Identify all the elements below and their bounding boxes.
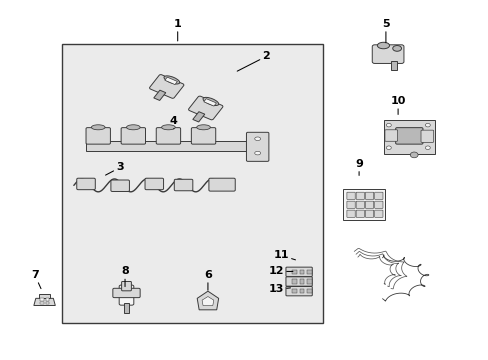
FancyBboxPatch shape (145, 178, 163, 190)
Bar (291, 279, 296, 284)
FancyBboxPatch shape (191, 128, 215, 144)
FancyBboxPatch shape (174, 179, 192, 191)
Bar (39, 294, 50, 298)
FancyBboxPatch shape (342, 189, 385, 220)
Polygon shape (197, 291, 218, 310)
Ellipse shape (203, 97, 218, 105)
Text: 12: 12 (268, 266, 292, 276)
Circle shape (386, 146, 390, 149)
Ellipse shape (377, 42, 389, 49)
Bar (40, 298, 43, 301)
FancyBboxPatch shape (371, 45, 403, 63)
FancyBboxPatch shape (355, 210, 364, 217)
Bar (307, 289, 312, 293)
FancyBboxPatch shape (346, 201, 354, 208)
FancyBboxPatch shape (374, 210, 382, 217)
FancyBboxPatch shape (420, 130, 433, 142)
Bar (45, 298, 49, 301)
FancyBboxPatch shape (365, 201, 373, 208)
FancyBboxPatch shape (365, 210, 373, 217)
Text: 1: 1 (173, 19, 181, 41)
FancyBboxPatch shape (383, 120, 434, 154)
FancyBboxPatch shape (346, 210, 354, 217)
FancyBboxPatch shape (285, 277, 312, 286)
Text: 3: 3 (105, 162, 124, 175)
FancyBboxPatch shape (208, 178, 235, 191)
Bar (291, 270, 296, 274)
Text: 8: 8 (121, 266, 129, 287)
Circle shape (425, 123, 429, 127)
FancyBboxPatch shape (149, 75, 183, 98)
Bar (40, 302, 43, 305)
Circle shape (425, 146, 429, 149)
FancyBboxPatch shape (77, 178, 95, 190)
Text: 6: 6 (203, 270, 211, 290)
FancyBboxPatch shape (121, 128, 145, 144)
FancyBboxPatch shape (384, 130, 397, 141)
Text: 13: 13 (268, 284, 290, 294)
Bar (291, 289, 296, 293)
FancyBboxPatch shape (355, 201, 364, 208)
Bar (45, 302, 49, 305)
Circle shape (386, 123, 390, 127)
Bar (307, 279, 312, 284)
Bar (61, 44, 322, 323)
Text: 2: 2 (237, 51, 270, 71)
Bar (192, 112, 204, 122)
Polygon shape (34, 298, 55, 306)
Ellipse shape (163, 76, 179, 84)
Bar (307, 270, 312, 274)
FancyBboxPatch shape (355, 192, 364, 199)
Polygon shape (202, 297, 213, 306)
FancyBboxPatch shape (188, 96, 223, 120)
Bar (390, 60, 396, 70)
Ellipse shape (392, 45, 401, 51)
Text: 4: 4 (169, 116, 177, 129)
Text: 10: 10 (389, 96, 405, 114)
Text: 9: 9 (354, 159, 362, 175)
FancyBboxPatch shape (122, 282, 131, 291)
FancyBboxPatch shape (285, 287, 312, 296)
FancyBboxPatch shape (365, 192, 373, 199)
Bar (299, 289, 304, 293)
Ellipse shape (91, 125, 105, 130)
Ellipse shape (254, 137, 260, 140)
FancyBboxPatch shape (374, 192, 382, 199)
FancyBboxPatch shape (86, 140, 246, 151)
FancyBboxPatch shape (246, 132, 268, 161)
FancyBboxPatch shape (113, 288, 140, 298)
FancyBboxPatch shape (395, 128, 422, 144)
FancyBboxPatch shape (156, 128, 180, 144)
Bar (153, 90, 165, 100)
Bar (123, 303, 129, 314)
FancyBboxPatch shape (111, 180, 129, 192)
Text: 5: 5 (381, 19, 389, 43)
Text: 7: 7 (31, 270, 41, 289)
FancyBboxPatch shape (346, 192, 354, 199)
Ellipse shape (254, 151, 260, 155)
Bar (164, 77, 177, 85)
Ellipse shape (126, 125, 140, 130)
FancyBboxPatch shape (119, 285, 134, 305)
Ellipse shape (161, 125, 175, 130)
Bar (299, 279, 304, 284)
FancyBboxPatch shape (86, 128, 110, 144)
Text: 11: 11 (273, 250, 295, 260)
Bar (299, 270, 304, 274)
Ellipse shape (196, 125, 210, 130)
Bar (203, 99, 216, 106)
FancyBboxPatch shape (285, 267, 312, 276)
FancyBboxPatch shape (374, 201, 382, 208)
Ellipse shape (409, 152, 417, 158)
